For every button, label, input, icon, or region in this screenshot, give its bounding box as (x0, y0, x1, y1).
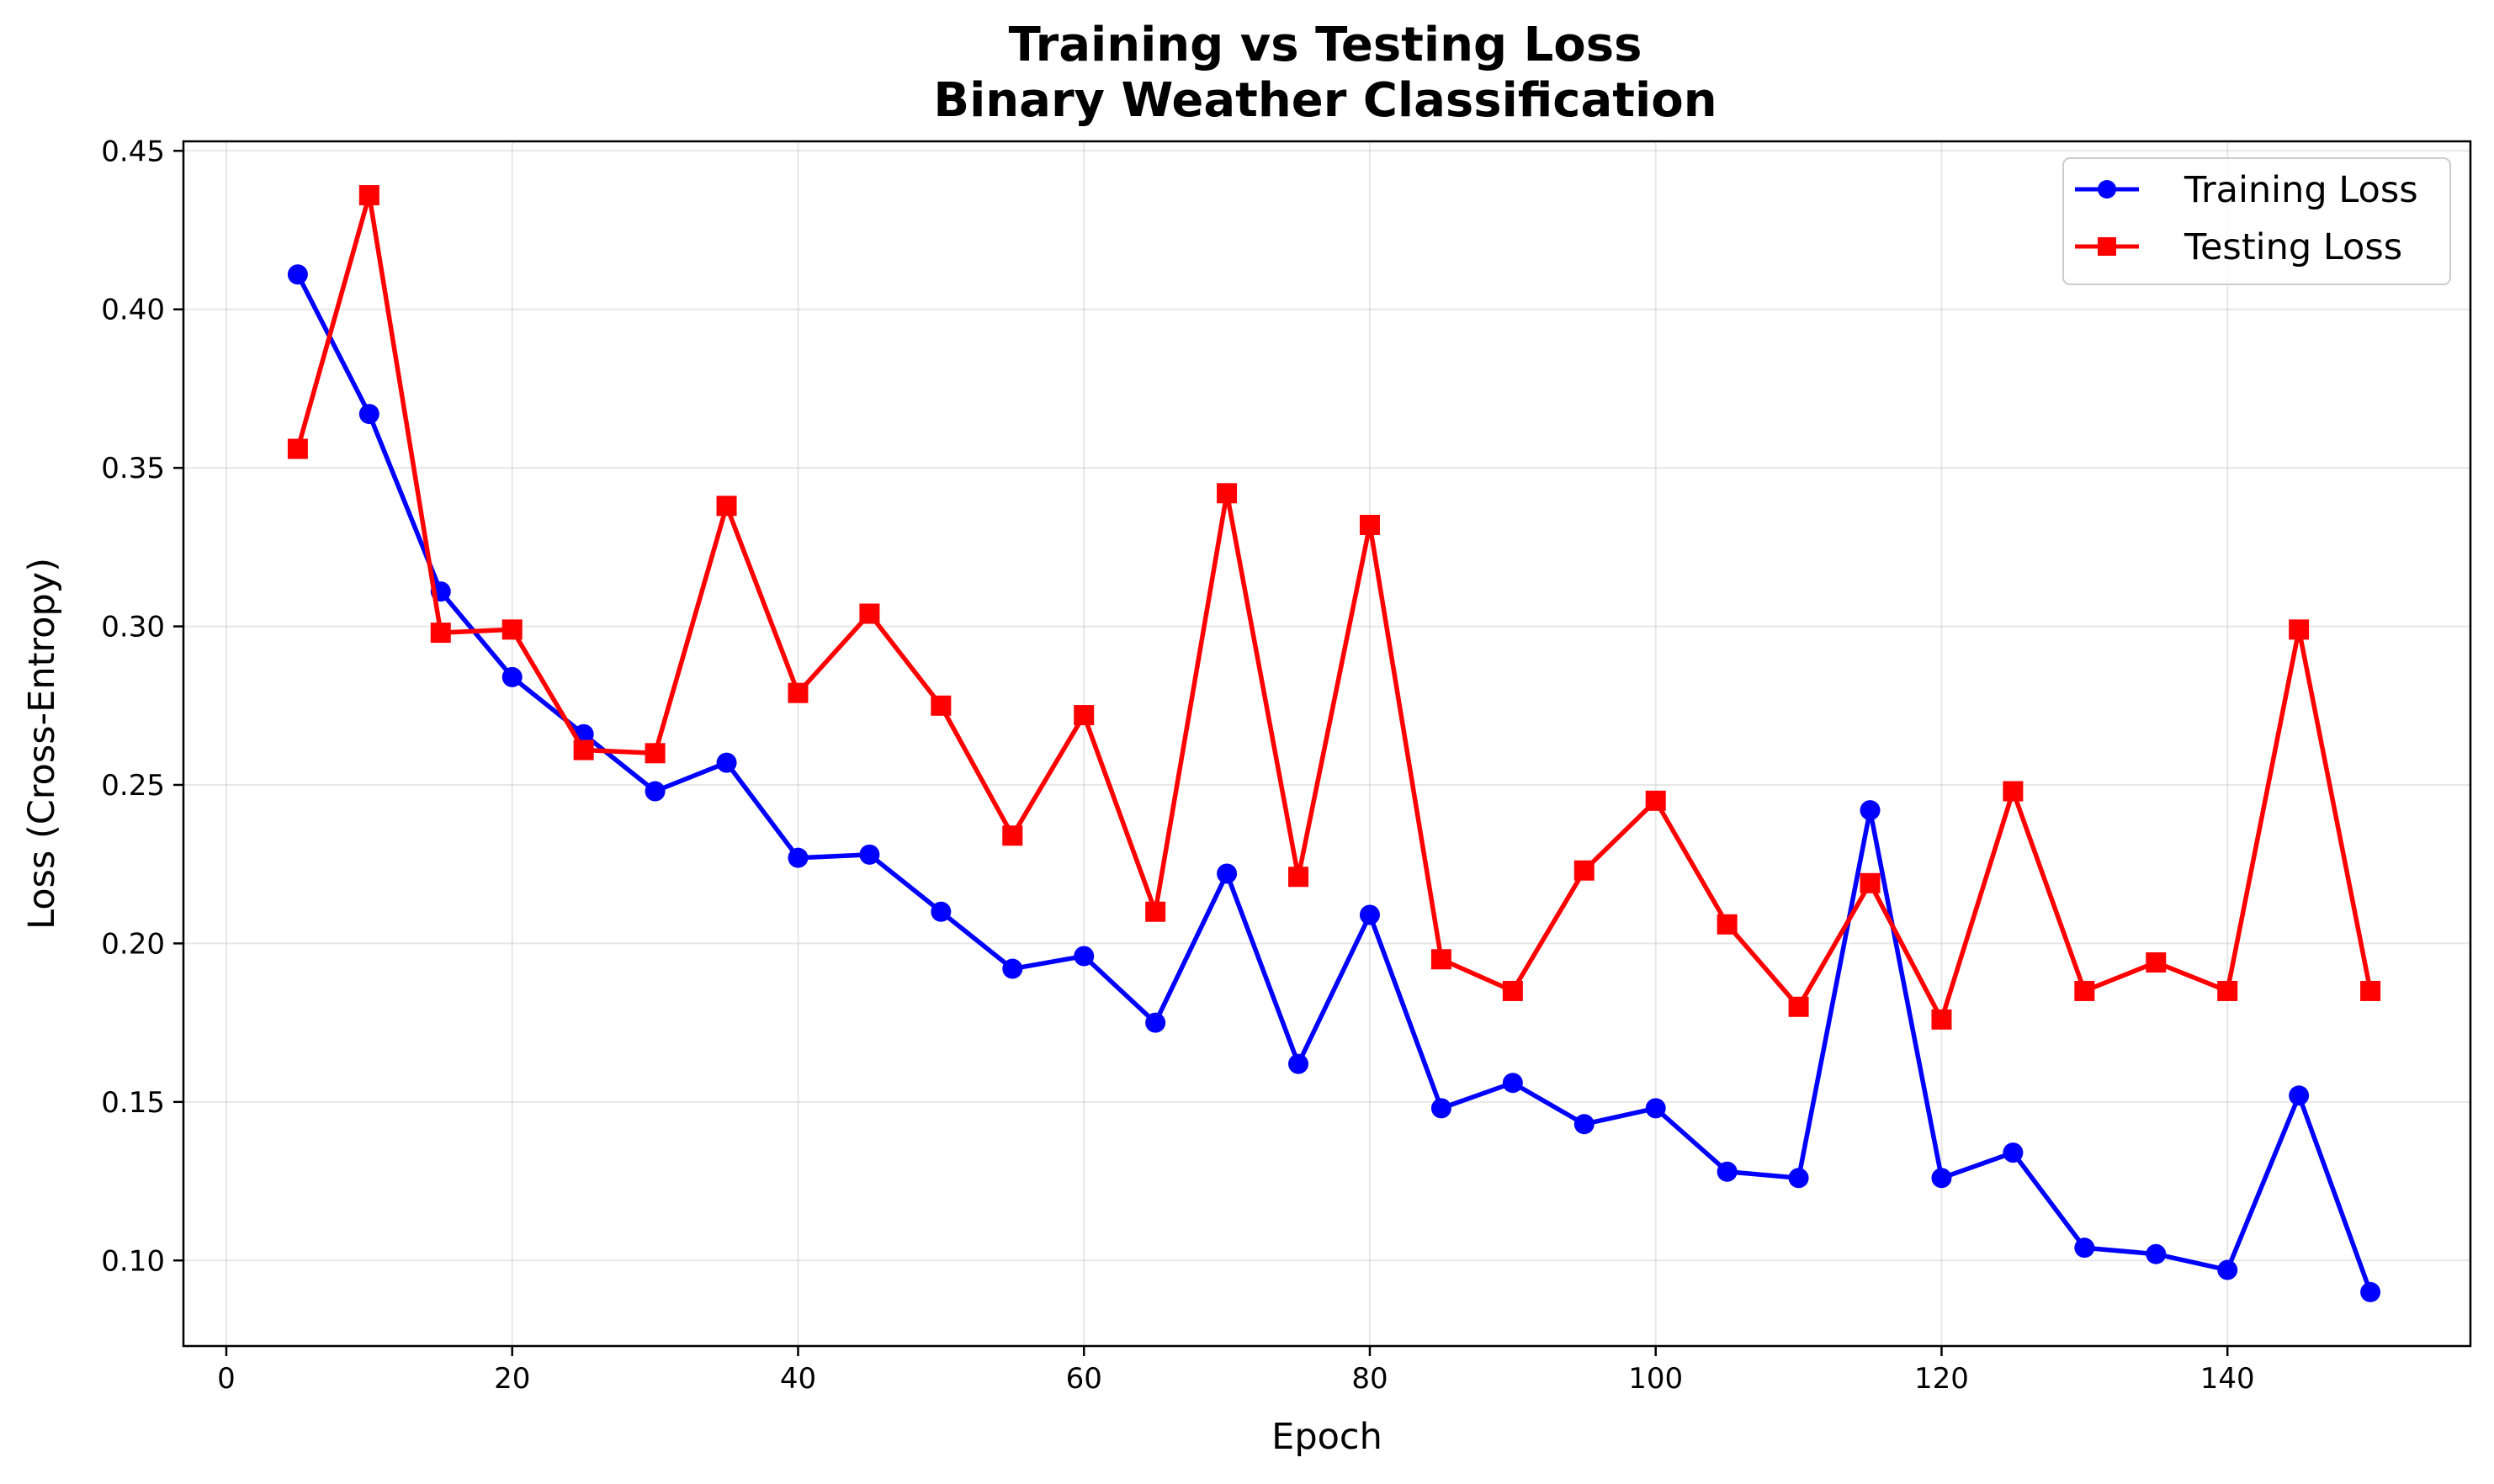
training-loss-point (1002, 958, 1023, 979)
testing-loss-point (287, 438, 308, 459)
legend-marker-training (2098, 180, 2116, 199)
training-loss-point (1645, 1098, 1666, 1119)
training-loss-point (358, 404, 379, 425)
testing-loss-point (1931, 1009, 1952, 1030)
testing-loss-point (1717, 914, 1738, 935)
training-loss-point (1573, 1114, 1595, 1135)
testing-loss-point (1359, 514, 1380, 535)
testing-loss-point (788, 682, 809, 703)
chart-subtitle: Binary Weather Classification (933, 73, 1717, 128)
training-loss-point (1430, 1098, 1451, 1119)
training-loss-point (2074, 1238, 2095, 1259)
testing-loss-point (2003, 781, 2024, 802)
x-axis-label: Epoch (1271, 1416, 1382, 1458)
training-loss-point (788, 847, 809, 868)
testing-loss-point (931, 695, 952, 716)
legend-label-training: Training Loss (2184, 169, 2418, 211)
testing-loss-point (1645, 790, 1666, 811)
y-tick-label: 0.10 (101, 1244, 165, 1278)
x-tick-label: 60 (1066, 1362, 1102, 1396)
y-tick-label: 0.15 (101, 1086, 165, 1120)
y-tick-label: 0.45 (101, 135, 165, 168)
testing-loss-point (859, 603, 880, 624)
testing-loss-point (1217, 483, 1238, 504)
training-loss-point (1288, 1053, 1309, 1074)
training-loss-point (2360, 1281, 2381, 1302)
y-tick-label: 0.20 (101, 927, 165, 961)
y-tick-label: 0.25 (101, 769, 165, 803)
testing-loss-point (645, 743, 666, 764)
training-loss-point (2146, 1243, 2167, 1264)
x-tick-label: 40 (780, 1362, 816, 1396)
testing-loss-line (295, 193, 2373, 1022)
training-loss-point (1860, 800, 1881, 821)
training-loss-point (501, 666, 523, 687)
testing-loss-point (2360, 980, 2381, 1001)
testing-loss-point (2146, 952, 2167, 973)
training-loss-point (1359, 904, 1380, 925)
training-loss-point (716, 752, 737, 773)
y-tick-label: 0.30 (101, 611, 165, 644)
plot-frame (182, 140, 2472, 1348)
training-loss-point (1717, 1161, 1738, 1182)
testing-loss-point (2217, 980, 2238, 1001)
legend-marker-testing (2098, 237, 2116, 256)
legend-label-testing: Testing Loss (2184, 226, 2402, 268)
training-loss-point (2289, 1085, 2310, 1106)
training-loss-point (2003, 1142, 2024, 1163)
grid (183, 141, 2470, 1346)
testing-loss-point (501, 619, 523, 640)
legend-box (2062, 157, 2451, 285)
training-loss-point (1502, 1073, 1523, 1094)
x-tick-label: 0 (217, 1362, 236, 1396)
testing-loss-point (573, 739, 594, 761)
training-loss-point (931, 901, 952, 922)
legend: Training Loss Testing Loss (2062, 157, 2451, 285)
testing-loss-point (1002, 825, 1023, 846)
training-loss-point (1145, 1012, 1166, 1033)
testing-loss-point (1573, 860, 1595, 881)
training-loss-point (287, 264, 308, 285)
x-tick-label: 140 (2200, 1362, 2255, 1396)
testing-loss-point (358, 185, 379, 206)
chart-title: Training vs Testing Loss (1009, 18, 1642, 72)
series-layer (287, 185, 2381, 1302)
testing-loss-point (2074, 980, 2095, 1001)
x-tick-label: 20 (494, 1362, 530, 1396)
ticks: 0 20 40 60 80 100 120 140 0.10 0.15 0.20 0.25 0.30 0.… (101, 135, 2254, 1396)
training-loss-point (1788, 1168, 1809, 1189)
testing-loss-point (2289, 619, 2310, 640)
training-loss-point (859, 844, 880, 865)
y-axis-label: Loss (Cross-Entropy) (21, 558, 63, 930)
testing-loss-point (716, 496, 737, 517)
x-tick-label: 100 (1628, 1362, 1683, 1396)
y-tick-label: 0.35 (101, 452, 165, 485)
testing-loss-point (1788, 996, 1809, 1017)
training-loss-point (1074, 946, 1095, 967)
testing-loss-point (1074, 705, 1095, 726)
testing-loss-point (1502, 980, 1523, 1001)
testing-loss-point (430, 623, 451, 644)
training-loss-point (1931, 1168, 1952, 1189)
x-tick-label: 80 (1351, 1362, 1388, 1396)
testing-loss-point (1288, 867, 1309, 888)
training-loss-point (1217, 863, 1238, 884)
testing-loss-point (1145, 901, 1166, 922)
training-loss-point (645, 781, 666, 802)
testing-loss-point (1430, 949, 1451, 970)
y-tick-label: 0.40 (101, 294, 165, 327)
training-loss-line (295, 273, 2373, 1293)
testing-loss-point (1860, 872, 1881, 893)
training-loss-point (2217, 1259, 2238, 1280)
x-tick-label: 120 (1914, 1362, 1969, 1396)
